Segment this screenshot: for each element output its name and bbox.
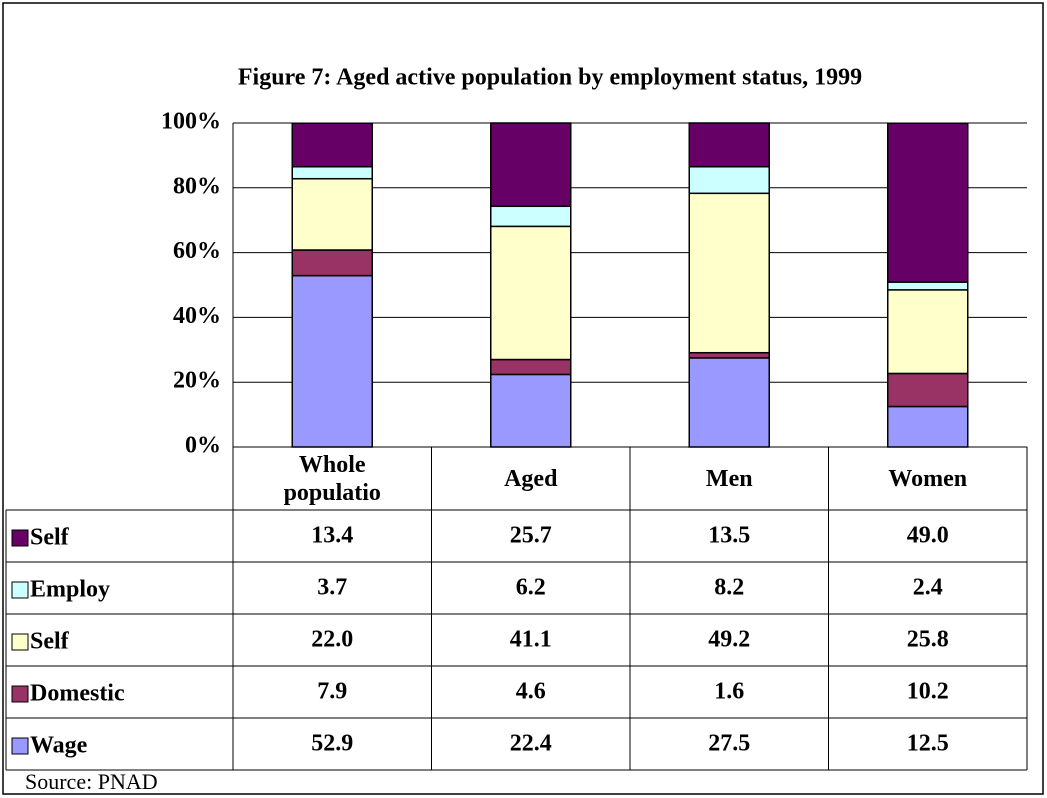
y-tick-label: 0% <box>185 433 221 459</box>
table-value: 10.2 <box>907 679 949 705</box>
table-value: 22.0 <box>311 627 353 653</box>
bar-segment <box>490 122 572 208</box>
legend-label: Self <box>30 525 70 551</box>
category-label: Aged <box>504 465 558 492</box>
table-value: 3.7 <box>317 575 347 601</box>
table-value: 13.4 <box>311 523 353 549</box>
table-value: 49.0 <box>907 523 949 549</box>
y-tick-label: 80% <box>173 173 221 199</box>
bar-segment <box>688 122 770 168</box>
bar-segment <box>490 373 572 448</box>
bar-segment <box>291 177 373 251</box>
bar-segment <box>291 165 373 180</box>
legend-label: Self <box>30 629 70 655</box>
table-value: 2.4 <box>913 575 943 601</box>
bar-segment <box>490 225 572 361</box>
bar-segment <box>688 165 770 195</box>
table-value: 7.9 <box>317 679 347 705</box>
table-value: 52.9 <box>311 731 353 757</box>
table-value: 1.6 <box>714 679 744 705</box>
bar-segment <box>490 358 572 376</box>
bar-segment <box>490 205 572 228</box>
table-value: 8.2 <box>714 575 744 601</box>
chart-title: Figure 7: Aged active population by empl… <box>238 65 862 91</box>
bar-segment <box>887 122 969 283</box>
legend-swatch <box>11 581 29 599</box>
legend-label: Wage <box>30 733 88 759</box>
y-tick-label: 60% <box>173 238 221 264</box>
legend-swatch <box>11 529 29 547</box>
bar-segment <box>887 281 969 291</box>
legend-label: Employ <box>30 577 110 603</box>
source: Source: PNAD <box>25 769 158 794</box>
bar-segment <box>887 405 969 448</box>
bar-segment <box>688 192 770 354</box>
bar-segment <box>291 249 373 277</box>
table-value: 27.5 <box>708 731 750 757</box>
bar-segment <box>887 289 969 375</box>
bar-segment <box>291 274 373 448</box>
bar-segment <box>291 122 373 168</box>
legend-swatch <box>11 633 29 651</box>
category-label: Men <box>705 465 753 492</box>
table-value: 25.7 <box>510 523 552 549</box>
bar-segment <box>688 357 770 448</box>
bar-segment <box>688 351 770 359</box>
table-value: 41.1 <box>510 627 552 653</box>
category-label: Women <box>888 465 968 492</box>
category-label: Whole populatio <box>283 451 381 506</box>
table-value: 25.8 <box>907 627 949 653</box>
table-value: 12.5 <box>907 731 949 757</box>
y-tick-label: 100% <box>161 109 221 135</box>
table-value: 6.2 <box>516 575 546 601</box>
table-value: 4.6 <box>516 679 546 705</box>
table-value: 22.4 <box>510 731 552 757</box>
table-value: 49.2 <box>708 627 750 653</box>
y-tick-label: 20% <box>173 368 221 394</box>
table-value: 13.5 <box>708 523 750 549</box>
legend-swatch <box>11 737 29 755</box>
y-tick-label: 40% <box>173 303 221 329</box>
legend-label: Domestic <box>30 681 125 707</box>
legend-swatch <box>11 685 29 703</box>
bar-segment <box>887 372 969 408</box>
